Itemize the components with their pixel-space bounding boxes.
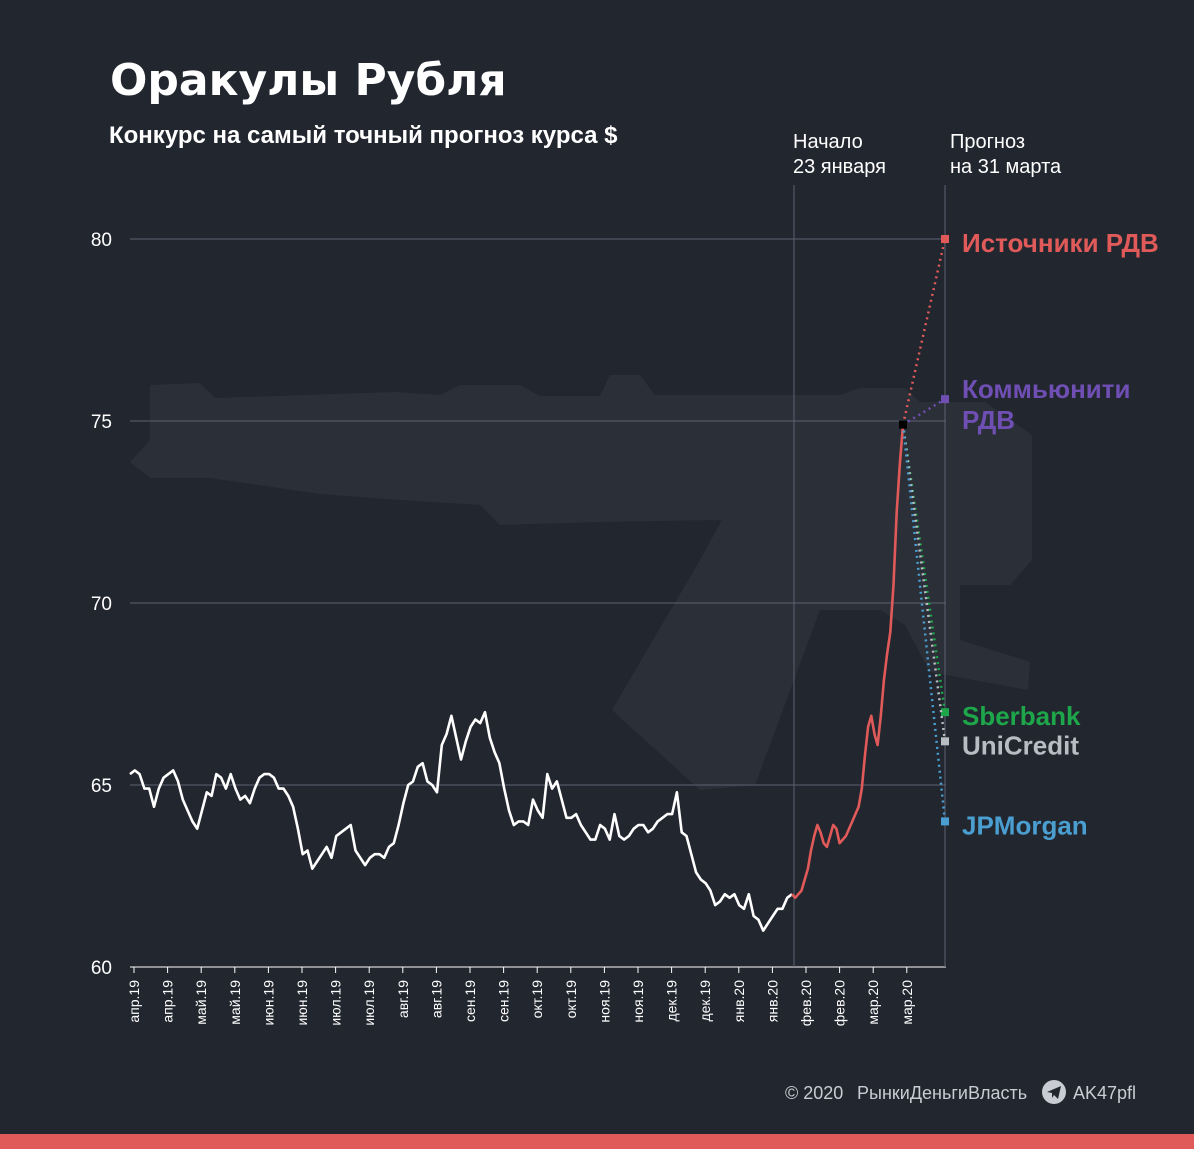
x-tick-label: апр.19 [160, 980, 176, 1023]
y-tick-label: 75 [91, 412, 112, 433]
forecast-line [902, 398, 946, 426]
x-tick-label: июл.19 [328, 980, 344, 1026]
y-tick-label: 70 [91, 594, 112, 615]
forecast-annotation-line2: на 31 марта [950, 156, 1062, 178]
chart-subtitle: Конкурс на самый точный прогноз курса $ [109, 122, 618, 149]
y-axis-ticks: 60 65 70 75 80 [91, 230, 112, 979]
start-annotation-line1: Начало [793, 131, 863, 153]
y-tick-label: 60 [91, 958, 112, 979]
forecast-marker [941, 737, 949, 746]
forecast-marker [941, 395, 949, 404]
x-tick-label: дек.19 [697, 980, 713, 1022]
grid [130, 185, 946, 968]
x-tick-label: июн.19 [294, 980, 310, 1026]
x-tick-label: апр.19 [126, 980, 142, 1023]
x-tick-label: дек.19 [664, 980, 680, 1022]
x-tick-label: окт.19 [529, 980, 545, 1019]
x-tick-label: окт.19 [563, 980, 579, 1019]
x-tick-label: ноя.19 [630, 980, 646, 1023]
contest-line [791, 424, 905, 900]
x-tick-label: май.19 [193, 980, 209, 1025]
x-tick-label: ноя.19 [596, 980, 612, 1023]
start-annotation-line2: 23 января [793, 156, 886, 178]
forecast-line [901, 238, 947, 425]
telegram-icon [1042, 1080, 1066, 1104]
x-tick-label: фев.20 [798, 980, 814, 1026]
x-tick-label: мар.20 [865, 980, 881, 1025]
series [129, 424, 905, 932]
x-tick-label: янв.20 [764, 980, 780, 1022]
footer-copyright: © 2020 [785, 1083, 843, 1103]
forecast-label: JPMorgan [962, 810, 1088, 840]
forecast-origin-marker [899, 420, 907, 429]
chart-title: Оракулы Рубля [110, 55, 507, 106]
forecast-annotation-line1: Прогноз [950, 131, 1025, 153]
forecast-line [901, 424, 947, 822]
x-tick-label: фев.20 [832, 980, 848, 1026]
x-tick-label: янв.20 [731, 980, 747, 1022]
x-tick-label: авг.19 [428, 980, 444, 1018]
forecast-marker [941, 708, 949, 717]
x-tick-label: май.19 [227, 980, 243, 1025]
forecast-marker [941, 817, 949, 826]
forecast-label: Источники РДВ [962, 228, 1159, 258]
rifle-silhouette-icon [130, 375, 1032, 790]
x-tick-label: сен.19 [462, 980, 478, 1022]
forecast-label-line2: РДВ [962, 405, 1015, 435]
forecast-marker [941, 235, 949, 243]
footer-brand: РынкиДеньгиВласть [857, 1083, 1027, 1103]
footer-handle: AK47pfl [1073, 1083, 1136, 1103]
x-tick-label: июл.19 [361, 980, 377, 1026]
x-tick-label: авг.19 [395, 980, 411, 1018]
forecast-label: UniCredit [962, 730, 1079, 760]
x-tick-label: мар.20 [899, 980, 915, 1025]
bottom-bar [0, 1134, 1194, 1149]
forecast-label: Sberbank [962, 701, 1081, 731]
y-tick-label: 80 [91, 230, 112, 251]
y-tick-label: 65 [91, 776, 112, 797]
x-tick-label: июн.19 [260, 980, 276, 1026]
x-tick-label: сен.19 [496, 980, 512, 1022]
x-axis-ticks: апр.19 апр.19 май.19 май.19 июн.19 июн.19 июл.… [126, 967, 915, 1026]
forecast-label: Коммьюнити [962, 374, 1130, 404]
history-line [129, 710, 793, 932]
